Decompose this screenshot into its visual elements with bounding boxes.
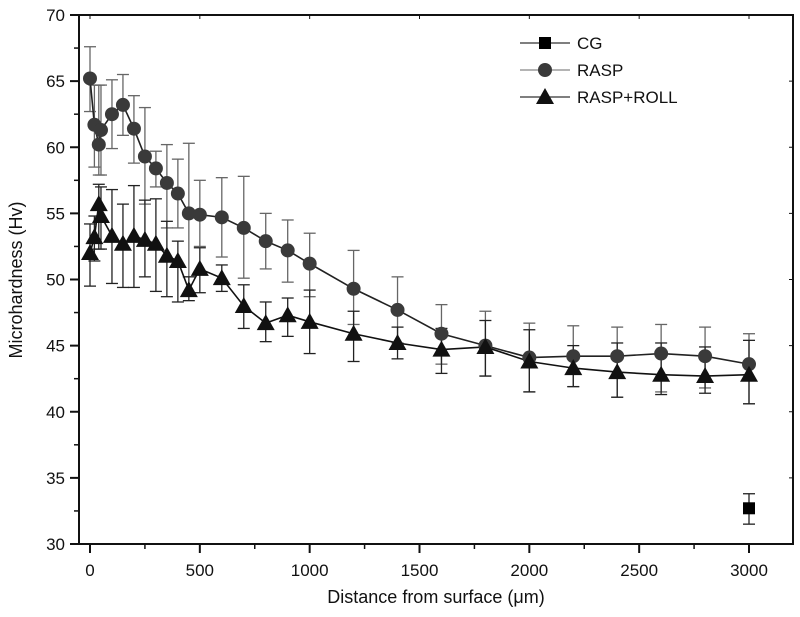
x-tick-label: 1500 bbox=[401, 561, 439, 580]
y-tick-label: 55 bbox=[46, 204, 65, 223]
rasp-point bbox=[91, 137, 106, 152]
plot-area bbox=[78, 14, 794, 545]
rasp-roll-point bbox=[81, 244, 99, 261]
rasp-roll-point bbox=[608, 363, 627, 380]
legend: CG RASP RASP+ROLL bbox=[520, 34, 678, 107]
rasp-roll-point bbox=[696, 367, 715, 384]
rasp-point bbox=[302, 256, 317, 271]
y-axis-title: Microhardness (Hv) bbox=[6, 201, 26, 358]
legend-circle-icon bbox=[538, 63, 552, 77]
rasp-point bbox=[214, 210, 229, 225]
rasp-roll-point bbox=[234, 296, 253, 313]
rasp-point bbox=[170, 186, 185, 201]
legend-label: RASP bbox=[577, 61, 623, 80]
legend-item-rasp-roll: RASP+ROLL bbox=[520, 88, 678, 107]
y-tick-label: 70 bbox=[46, 6, 65, 25]
rasp-roll-point bbox=[85, 228, 104, 245]
rasp-roll-point bbox=[388, 333, 407, 350]
rasp-roll-point bbox=[212, 269, 231, 286]
rasp-point bbox=[181, 206, 196, 221]
rasp-roll-point bbox=[278, 306, 297, 323]
legend-square-icon bbox=[539, 37, 551, 49]
rasp-roll-point bbox=[256, 314, 275, 331]
axis-ticks bbox=[70, 14, 793, 553]
legend-triangle-icon bbox=[536, 88, 554, 104]
x-tick-label: 1000 bbox=[291, 561, 329, 580]
rasp-roll-point bbox=[102, 226, 121, 243]
x-tick-label: 0 bbox=[85, 561, 94, 580]
rasp-point bbox=[742, 357, 756, 372]
legend-item-rasp: RASP bbox=[520, 61, 623, 80]
rasp-point bbox=[148, 161, 163, 176]
legend-label: CG bbox=[577, 34, 603, 53]
legend-item-cg: CG bbox=[520, 34, 603, 53]
rasp-roll-point bbox=[135, 230, 154, 247]
y-tick-label: 30 bbox=[46, 535, 65, 554]
rasp-point bbox=[258, 234, 273, 249]
rasp-roll-point bbox=[113, 234, 132, 251]
rasp-point bbox=[346, 281, 361, 296]
y-tick-label: 40 bbox=[46, 403, 65, 422]
rasp-point bbox=[126, 121, 141, 136]
y-tick-label: 45 bbox=[46, 337, 65, 356]
rasp-roll-point bbox=[740, 365, 758, 382]
x-tick-label: 500 bbox=[186, 561, 214, 580]
rasp-line bbox=[89, 78, 750, 365]
rasp-point bbox=[390, 302, 405, 317]
y-tick-label: 35 bbox=[46, 469, 65, 488]
rasp-point bbox=[236, 220, 251, 235]
rasp-point bbox=[93, 123, 108, 138]
rasp-roll-point bbox=[179, 281, 198, 298]
rasp-point bbox=[654, 346, 669, 361]
rasp-point bbox=[566, 349, 581, 364]
rasp-point bbox=[434, 326, 449, 341]
rasp-point bbox=[610, 349, 625, 364]
rasp-point bbox=[192, 207, 207, 222]
cg-point bbox=[743, 502, 755, 515]
rasp-roll-point bbox=[520, 352, 539, 369]
y-tick-label: 50 bbox=[46, 271, 65, 290]
rasp-point bbox=[104, 107, 119, 122]
rasp-roll-point bbox=[157, 246, 176, 263]
x-tick-label: 2000 bbox=[510, 561, 548, 580]
series-markers bbox=[81, 71, 758, 515]
x-tick-label: 2500 bbox=[620, 561, 658, 580]
rasp-roll-point bbox=[124, 226, 143, 243]
rasp-roll-point bbox=[91, 207, 110, 224]
x-axis-title: Distance from surface (μm) bbox=[327, 587, 544, 607]
rasp-roll-point bbox=[476, 337, 495, 354]
legend-label: RASP+ROLL bbox=[577, 88, 678, 107]
rasp-roll-point bbox=[146, 234, 165, 251]
rasp-roll-point bbox=[300, 312, 319, 329]
x-tick-label: 3000 bbox=[730, 561, 768, 580]
rasp-roll-point bbox=[432, 340, 451, 357]
rasp-roll-point bbox=[168, 251, 187, 268]
tick-labels: 0 500 1000 1500 2000 2500 3000 30 35 40 45 50 55 60 65… bbox=[46, 6, 768, 580]
rasp-roll-point bbox=[89, 195, 108, 212]
rasp-roll-point bbox=[652, 365, 671, 382]
rasp-roll-point bbox=[564, 359, 583, 376]
rasp-point bbox=[280, 243, 295, 258]
rasp-point bbox=[159, 175, 174, 190]
rasp-point bbox=[83, 71, 97, 86]
rasp-point bbox=[115, 97, 130, 112]
rasp-roll-point bbox=[190, 259, 209, 276]
rasp-roll-point bbox=[344, 324, 363, 341]
y-tick-label: 60 bbox=[46, 138, 65, 157]
y-tick-label: 65 bbox=[46, 72, 65, 91]
rasp-point bbox=[137, 149, 152, 164]
rasp-point bbox=[698, 349, 713, 364]
